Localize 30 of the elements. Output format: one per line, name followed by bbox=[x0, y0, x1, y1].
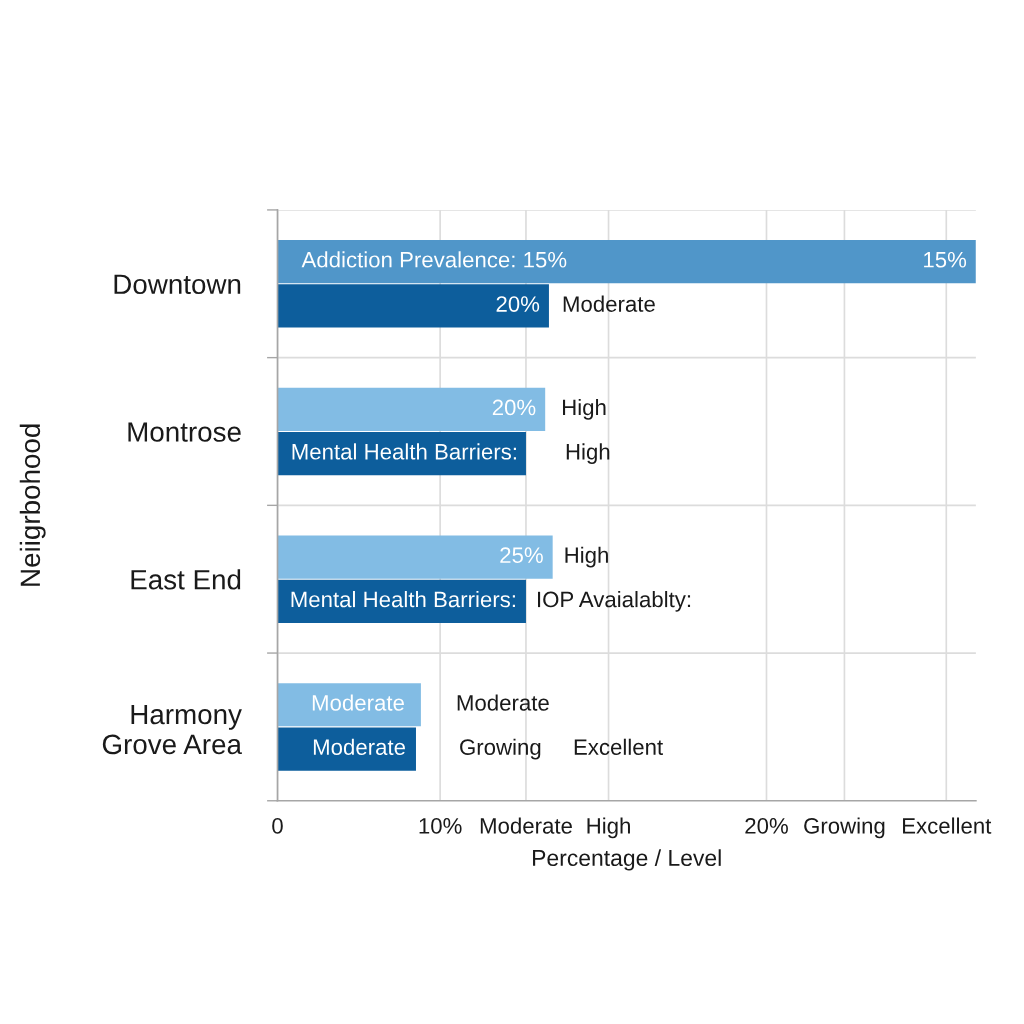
annotation: Excellent bbox=[574, 738, 663, 756]
annotation: Mental Health Barriers: bbox=[291, 591, 515, 608]
x-axis-title: Percentage / Level bbox=[533, 849, 721, 871]
y-tick-label: Harmony Grove Area bbox=[102, 704, 242, 755]
annotation: 20% bbox=[496, 296, 540, 312]
annotation: 20% bbox=[492, 399, 536, 416]
x-tick-label: High bbox=[587, 817, 630, 839]
annotation: Addiction Prevalence: 15% bbox=[301, 251, 567, 268]
x-tick-label: 10% bbox=[419, 818, 462, 834]
annotation: IOP Avaialablty: bbox=[538, 591, 691, 612]
x-tick-label: Growing bbox=[804, 817, 885, 839]
annotation: Growing bbox=[460, 738, 541, 760]
annotation: Moderate bbox=[457, 694, 549, 711]
x-tick-label: 20% bbox=[745, 818, 788, 834]
annotation: Moderate bbox=[563, 295, 655, 312]
x-tick-label: 0 bbox=[272, 818, 283, 834]
annotation: High bbox=[563, 398, 606, 420]
annotation: High bbox=[565, 546, 608, 568]
annotation: Moderate bbox=[313, 738, 405, 756]
annotation: Mental Health Barriers: bbox=[292, 443, 516, 460]
y-axis-title: Neiigrbohood bbox=[19, 424, 46, 586]
x-tick-label: Excellent bbox=[903, 817, 992, 834]
annotation: 25% bbox=[500, 547, 543, 564]
annotation: Moderate bbox=[312, 694, 404, 711]
x-tick-label: Moderate bbox=[480, 817, 572, 834]
annotation: 15% bbox=[924, 251, 967, 268]
annotation: High bbox=[566, 443, 610, 464]
y-tick-label: East End bbox=[131, 569, 241, 590]
y-tick-label: Montrose bbox=[128, 422, 241, 442]
y-tick-label: Downtown bbox=[114, 274, 241, 295]
